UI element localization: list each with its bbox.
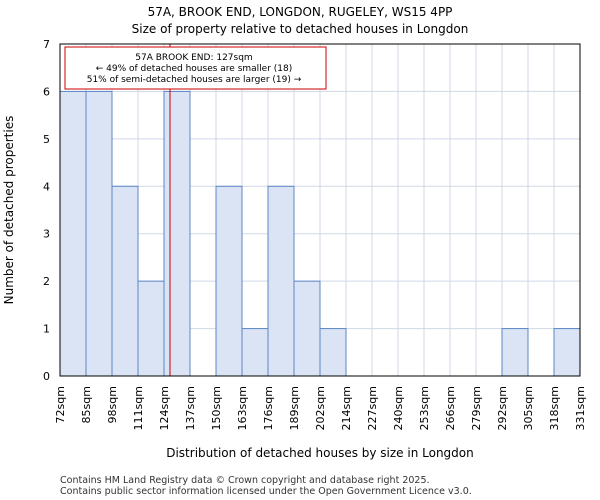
x-tick-label: 85sqm: [80, 386, 93, 423]
footer-line-1: Contains HM Land Registry data © Crown c…: [60, 475, 430, 486]
y-tick-label: 3: [43, 228, 50, 241]
histogram-bar: [85, 90, 113, 377]
chart-subtitle: Size of property relative to detached ho…: [132, 22, 469, 36]
x-tick-label: 279sqm: [470, 386, 483, 430]
y-tick-label: 6: [43, 85, 50, 98]
x-tick-labels: 72sqm 85sqm 98sqm 111sqm 124sqm 137sqm 150sqm 1…: [54, 386, 587, 430]
x-tick-label: 98sqm: [106, 386, 119, 423]
histogram-bar: [111, 185, 139, 377]
plot-frame: [59, 43, 581, 377]
histogram-bar: [293, 280, 321, 377]
x-tick-label: 189sqm: [288, 386, 301, 430]
annotation-line-3: 51% of semi-detached houses are larger (…: [87, 75, 302, 85]
y-tick-label: 2: [43, 275, 50, 288]
y-tick-label: 5: [43, 133, 50, 146]
footer-line-2: Contains public sector information licen…: [60, 486, 472, 497]
x-tick-label: 176sqm: [262, 386, 275, 430]
x-tick-label: 253sqm: [418, 386, 431, 430]
annotation-line-2: ← 49% of detached houses are smaller (18…: [96, 64, 293, 74]
y-tick-label: 4: [43, 180, 50, 193]
x-tick-label: 163sqm: [236, 386, 249, 430]
y-tick-label: 1: [43, 323, 50, 336]
annotation-line-1: 57A BROOK END: 127sqm: [135, 53, 252, 63]
x-tick-label: 292sqm: [496, 386, 509, 430]
x-tick-label: 72sqm: [54, 386, 67, 423]
chart-title: 57A, BROOK END, LONGDON, RUGELEY, WS15 4…: [148, 5, 453, 19]
x-tick-label: 318sqm: [548, 386, 561, 430]
x-axis-label: Distribution of detached houses by size …: [166, 446, 474, 460]
x-tick-label: 124sqm: [158, 386, 171, 430]
x-tick-label: 137sqm: [184, 386, 197, 430]
histogram-bar: [137, 280, 165, 377]
x-tick-label: 227sqm: [366, 386, 379, 430]
histogram-bar: [501, 328, 529, 377]
histogram-bar: [215, 185, 243, 377]
x-tick-label: 331sqm: [574, 386, 587, 430]
y-tick-label: 0: [43, 370, 50, 383]
histogram-bar: [59, 90, 87, 377]
x-tick-label: 266sqm: [444, 386, 457, 430]
annotation-box: [64, 46, 327, 90]
x-tick-label: 305sqm: [522, 386, 535, 430]
y-axis-label: Number of detached properties: [2, 116, 16, 305]
histogram-bar: [267, 185, 295, 377]
bars: [59, 90, 581, 377]
x-tick-label: 240sqm: [392, 386, 405, 430]
x-tick-label: 111sqm: [132, 386, 145, 430]
x-tick-label: 202sqm: [314, 386, 327, 430]
histogram-bar: [163, 90, 191, 377]
histogram-bar: [553, 328, 581, 377]
y-tick-labels: 0 1 2 3 4 5 6 7: [43, 38, 50, 383]
y-tick-label: 7: [43, 38, 50, 51]
histogram-bar: [319, 328, 347, 377]
histogram-bar: [241, 328, 269, 377]
x-tick-label: 150sqm: [210, 386, 223, 430]
x-tick-label: 214sqm: [340, 386, 353, 430]
